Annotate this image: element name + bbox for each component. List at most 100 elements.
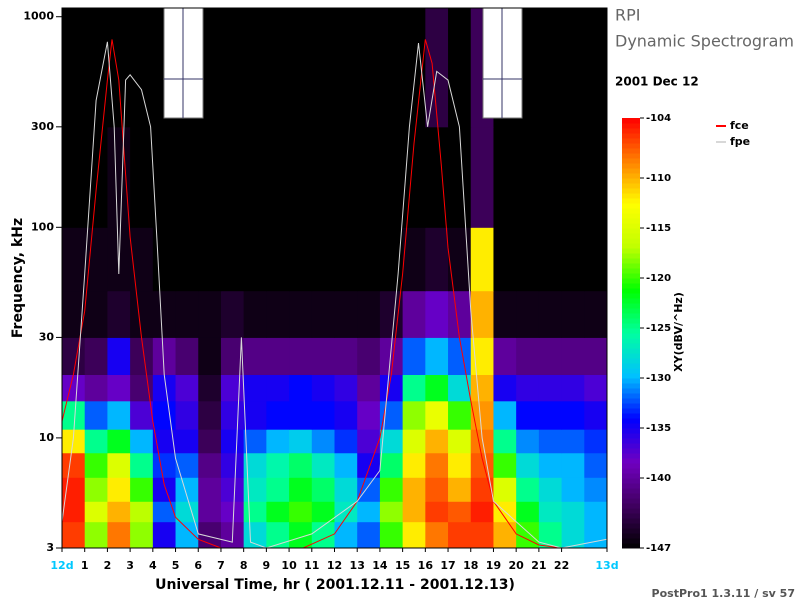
colorbar-strip xyxy=(622,453,640,459)
x-tick-label: 10 xyxy=(281,559,297,572)
colorbar-strip xyxy=(622,478,640,484)
line-1 xyxy=(62,41,607,548)
cell xyxy=(220,8,245,128)
cell xyxy=(243,227,267,292)
cell xyxy=(152,290,177,338)
colorbar-strip xyxy=(622,358,640,364)
cell xyxy=(243,374,267,402)
x-tick-label: 4 xyxy=(149,559,157,572)
cell xyxy=(220,400,245,430)
cell xyxy=(130,477,154,502)
colorbar-strip xyxy=(622,503,640,509)
cell xyxy=(584,501,608,523)
colorbar-strip xyxy=(622,178,640,184)
cell xyxy=(107,126,131,228)
cell xyxy=(379,477,404,502)
colorbar-strip xyxy=(622,118,640,124)
colorbar-strip xyxy=(622,138,640,144)
cell xyxy=(538,429,563,454)
cell xyxy=(84,227,108,292)
colorbar-label: XY(dBV/^Hz) xyxy=(672,292,685,372)
colorbar-strip xyxy=(622,238,640,244)
colorbar-strip xyxy=(622,143,640,149)
cell xyxy=(561,452,585,478)
cell xyxy=(402,374,426,402)
colorbar-strip xyxy=(622,288,640,294)
colorbar-strip xyxy=(622,498,640,504)
x-tick-label: 17 xyxy=(440,559,455,572)
colorbar-tick-label: -125 xyxy=(646,323,671,334)
cell xyxy=(62,501,86,523)
x-tick-label: 14 xyxy=(372,559,388,572)
cell xyxy=(107,452,131,478)
cell xyxy=(152,521,177,549)
chart-subtitle: Dynamic Spectrogram xyxy=(615,32,794,51)
cell xyxy=(130,126,154,228)
colorbar-strip xyxy=(622,363,640,369)
cell xyxy=(198,429,222,454)
colorbar-strip xyxy=(622,263,640,269)
cell xyxy=(84,8,108,128)
cell xyxy=(334,521,358,549)
colorbar-strip xyxy=(622,423,640,429)
cell xyxy=(62,8,86,128)
cell xyxy=(379,374,404,402)
cell xyxy=(357,400,381,430)
cell xyxy=(538,452,563,478)
cell xyxy=(357,374,381,402)
cell xyxy=(448,374,472,402)
cell xyxy=(62,227,86,292)
cell xyxy=(243,337,267,375)
colorbar-strip xyxy=(622,218,640,224)
footer: PostPro1 1.3.11 / sv 57 xyxy=(652,587,795,600)
cell xyxy=(357,227,381,292)
cell xyxy=(289,429,313,454)
cell xyxy=(402,8,426,128)
x-tick-label: 21 xyxy=(531,559,546,572)
colorbar-tick-label: -130 xyxy=(646,373,671,384)
cell xyxy=(243,452,267,478)
data-gap xyxy=(163,7,523,119)
cell xyxy=(561,521,585,549)
cell xyxy=(334,374,358,402)
cell xyxy=(311,227,335,292)
colorbar-strip xyxy=(622,163,640,169)
cell xyxy=(130,501,154,523)
cell xyxy=(379,8,404,128)
cell xyxy=(402,337,426,375)
colorbar-strip xyxy=(622,373,640,379)
cell xyxy=(379,227,404,292)
cell xyxy=(243,501,267,523)
cell xyxy=(175,501,199,523)
cell xyxy=(425,452,449,478)
colorbar-strip xyxy=(622,303,640,309)
colorbar-strip xyxy=(622,243,640,249)
colorbar-strip xyxy=(622,188,640,194)
cell xyxy=(493,290,517,338)
y-axis-label: Frequency, kHz xyxy=(10,218,26,338)
cell xyxy=(379,429,404,454)
cell xyxy=(311,290,335,338)
colorbar-strip xyxy=(622,153,640,159)
cell xyxy=(561,290,585,338)
colorbar-strip xyxy=(622,318,640,324)
lines xyxy=(62,39,607,548)
cell xyxy=(470,521,494,549)
y-tick-label: 30 xyxy=(39,330,55,343)
cell xyxy=(62,374,86,402)
cell xyxy=(561,126,585,228)
cell xyxy=(448,337,472,375)
cell xyxy=(198,374,222,402)
colorbar-strip xyxy=(622,448,640,454)
cell xyxy=(516,374,540,402)
cell xyxy=(493,227,517,292)
colorbar-tick-label: -147 xyxy=(646,543,671,554)
cell xyxy=(584,521,608,549)
cell xyxy=(584,290,608,338)
cell xyxy=(334,477,358,502)
cell xyxy=(243,477,267,502)
colorbar-strip xyxy=(622,123,640,129)
cell xyxy=(493,477,517,502)
cell xyxy=(561,374,585,402)
